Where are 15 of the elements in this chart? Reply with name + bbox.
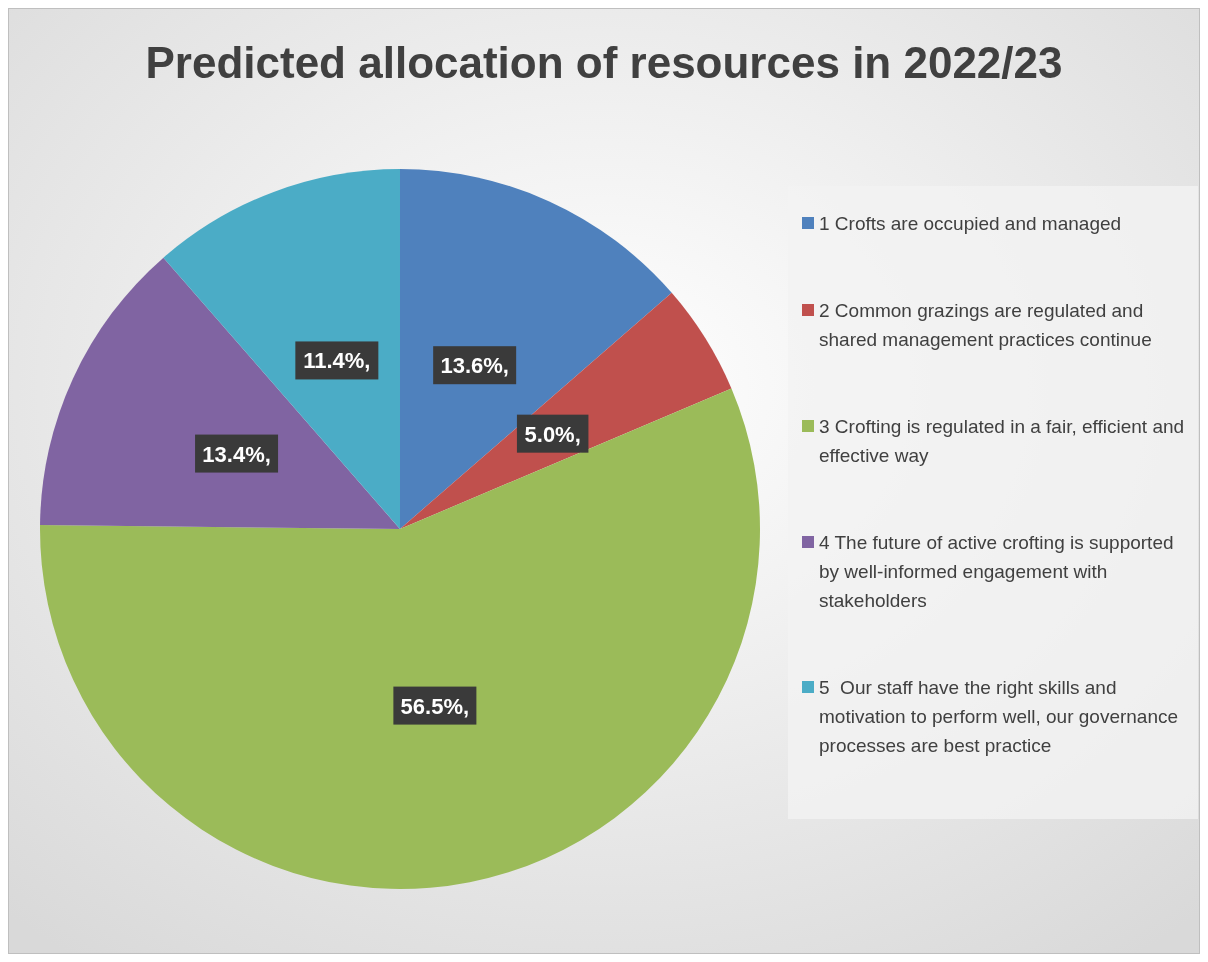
pie-slice (400, 169, 672, 529)
legend-label: 2 Common grazings are regulated and shared management practices continue (819, 300, 1152, 350)
pie-slice (163, 169, 400, 529)
data-label: 11.4%, (303, 348, 371, 374)
chart-title: Predicted allocation of resources in 2022/23 (145, 38, 1063, 87)
pie-slice (40, 257, 400, 529)
legend-label: 4 The future of active crofting is supported by well-informed engagement with stakeholders (819, 532, 1174, 611)
data-label: 13.6%, (440, 353, 509, 379)
data-label: 13.4%, (202, 441, 271, 467)
legend-label: 5 Our staff have the right skills and motivation to perform well, our governance processes are best practice (819, 677, 1179, 756)
legend-label: 3 Crofting is regulated in a fair, efficient and effective way (819, 416, 1185, 466)
pie-slice (40, 388, 760, 889)
data-label: 5.0%, (524, 421, 581, 447)
legend-label: 1 Crofts are occupied and managed (819, 213, 1122, 234)
data-label: 56.5%, (400, 693, 470, 719)
